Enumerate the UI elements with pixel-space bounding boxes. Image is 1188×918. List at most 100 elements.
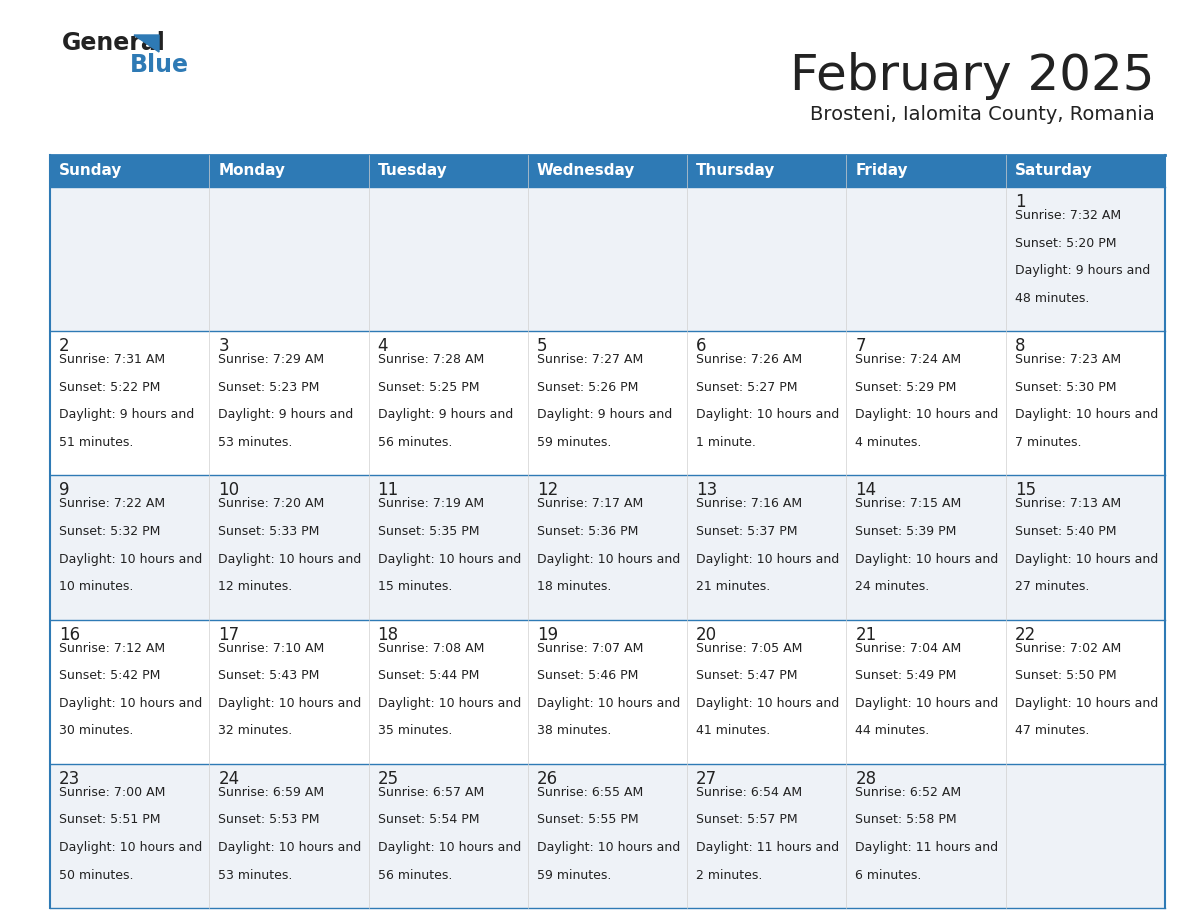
Text: Sunset: 5:54 PM: Sunset: 5:54 PM	[378, 813, 479, 826]
Text: Sunrise: 7:02 AM: Sunrise: 7:02 AM	[1015, 642, 1121, 655]
Bar	[527, 155, 687, 187]
Text: February 2025: February 2025	[790, 52, 1155, 100]
Bar	[527, 331, 687, 476]
Text: Sunrise: 6:54 AM: Sunrise: 6:54 AM	[696, 786, 802, 799]
Text: Sunrise: 6:57 AM: Sunrise: 6:57 AM	[378, 786, 484, 799]
Text: 56 minutes.: 56 minutes.	[378, 868, 451, 881]
Text: Sunset: 5:47 PM: Sunset: 5:47 PM	[696, 669, 797, 682]
Text: 41 minutes.: 41 minutes.	[696, 724, 770, 737]
Text: 2: 2	[59, 337, 70, 355]
Text: 7: 7	[855, 337, 866, 355]
Text: Sunset: 5:50 PM: Sunset: 5:50 PM	[1015, 669, 1117, 682]
Bar	[368, 764, 527, 908]
Text: Sunrise: 7:12 AM: Sunrise: 7:12 AM	[59, 642, 165, 655]
Text: 13: 13	[696, 481, 718, 499]
Bar	[1006, 764, 1165, 908]
Text: 18 minutes.: 18 minutes.	[537, 580, 612, 593]
Bar	[209, 187, 368, 331]
Text: 27: 27	[696, 770, 718, 788]
Bar	[527, 764, 687, 908]
Text: 15 minutes.: 15 minutes.	[378, 580, 451, 593]
Text: 28: 28	[855, 770, 877, 788]
Text: 6 minutes.: 6 minutes.	[855, 868, 922, 881]
Text: Brosteni, Ialomita County, Romania: Brosteni, Ialomita County, Romania	[810, 105, 1155, 124]
Text: Sunset: 5:22 PM: Sunset: 5:22 PM	[59, 381, 160, 394]
Bar	[1006, 155, 1165, 187]
Text: Sunrise: 7:26 AM: Sunrise: 7:26 AM	[696, 353, 802, 366]
Text: Daylight: 10 hours and: Daylight: 10 hours and	[696, 409, 840, 421]
Text: Daylight: 9 hours and: Daylight: 9 hours and	[59, 409, 195, 421]
Text: 24: 24	[219, 770, 240, 788]
Text: Sunset: 5:25 PM: Sunset: 5:25 PM	[378, 381, 479, 394]
Text: Sunday: Sunday	[59, 163, 122, 178]
Text: Sunrise: 7:08 AM: Sunrise: 7:08 AM	[378, 642, 484, 655]
Text: Sunrise: 6:55 AM: Sunrise: 6:55 AM	[537, 786, 643, 799]
Text: Daylight: 10 hours and: Daylight: 10 hours and	[855, 697, 999, 710]
Text: Sunrise: 7:00 AM: Sunrise: 7:00 AM	[59, 786, 165, 799]
Text: Daylight: 10 hours and: Daylight: 10 hours and	[696, 553, 840, 565]
Text: Sunset: 5:46 PM: Sunset: 5:46 PM	[537, 669, 638, 682]
Text: Sunset: 5:30 PM: Sunset: 5:30 PM	[1015, 381, 1117, 394]
Text: 4 minutes.: 4 minutes.	[855, 436, 922, 449]
Text: Daylight: 11 hours and: Daylight: 11 hours and	[696, 841, 839, 854]
Text: 18: 18	[378, 625, 399, 644]
Bar	[1006, 331, 1165, 476]
Text: Daylight: 10 hours and: Daylight: 10 hours and	[537, 697, 680, 710]
Text: Sunset: 5:27 PM: Sunset: 5:27 PM	[696, 381, 797, 394]
Text: Daylight: 10 hours and: Daylight: 10 hours and	[696, 697, 840, 710]
Text: 15: 15	[1015, 481, 1036, 499]
Bar	[1006, 620, 1165, 764]
Text: Saturday: Saturday	[1015, 163, 1093, 178]
Text: 16: 16	[59, 625, 80, 644]
Text: 53 minutes.: 53 minutes.	[219, 436, 292, 449]
Text: Sunrise: 6:59 AM: Sunrise: 6:59 AM	[219, 786, 324, 799]
Bar	[50, 764, 209, 908]
Bar	[846, 331, 1006, 476]
Text: Sunrise: 7:27 AM: Sunrise: 7:27 AM	[537, 353, 643, 366]
Text: 24 minutes.: 24 minutes.	[855, 580, 930, 593]
Text: 6: 6	[696, 337, 707, 355]
Text: Sunset: 5:58 PM: Sunset: 5:58 PM	[855, 813, 958, 826]
Text: 11: 11	[378, 481, 399, 499]
Text: 19: 19	[537, 625, 558, 644]
Text: 7 minutes.: 7 minutes.	[1015, 436, 1081, 449]
Text: Sunrise: 7:20 AM: Sunrise: 7:20 AM	[219, 498, 324, 510]
Text: 47 minutes.: 47 minutes.	[1015, 724, 1089, 737]
Text: Sunrise: 7:07 AM: Sunrise: 7:07 AM	[537, 642, 643, 655]
Bar	[1006, 476, 1165, 620]
Text: Thursday: Thursday	[696, 163, 776, 178]
Text: Sunset: 5:42 PM: Sunset: 5:42 PM	[59, 669, 160, 682]
Text: 1 minute.: 1 minute.	[696, 436, 756, 449]
Bar	[527, 187, 687, 331]
Text: Sunset: 5:55 PM: Sunset: 5:55 PM	[537, 813, 638, 826]
Text: Sunset: 5:44 PM: Sunset: 5:44 PM	[378, 669, 479, 682]
Text: Daylight: 11 hours and: Daylight: 11 hours and	[855, 841, 999, 854]
Text: Daylight: 10 hours and: Daylight: 10 hours and	[855, 409, 999, 421]
Bar	[687, 764, 846, 908]
Text: Daylight: 10 hours and: Daylight: 10 hours and	[537, 553, 680, 565]
Bar	[209, 476, 368, 620]
Text: Sunset: 5:40 PM: Sunset: 5:40 PM	[1015, 525, 1117, 538]
Text: Daylight: 10 hours and: Daylight: 10 hours and	[1015, 553, 1158, 565]
Bar	[209, 764, 368, 908]
Text: 4: 4	[378, 337, 388, 355]
Text: 12: 12	[537, 481, 558, 499]
Text: 5: 5	[537, 337, 548, 355]
Text: Sunrise: 7:23 AM: Sunrise: 7:23 AM	[1015, 353, 1120, 366]
Text: 48 minutes.: 48 minutes.	[1015, 292, 1089, 305]
Text: 14: 14	[855, 481, 877, 499]
Text: Sunset: 5:43 PM: Sunset: 5:43 PM	[219, 669, 320, 682]
Text: Sunrise: 7:05 AM: Sunrise: 7:05 AM	[696, 642, 803, 655]
Text: Daylight: 10 hours and: Daylight: 10 hours and	[537, 841, 680, 854]
Text: Sunset: 5:51 PM: Sunset: 5:51 PM	[59, 813, 160, 826]
Bar	[368, 620, 527, 764]
Bar	[368, 155, 527, 187]
Text: 59 minutes.: 59 minutes.	[537, 868, 612, 881]
Text: Daylight: 10 hours and: Daylight: 10 hours and	[1015, 697, 1158, 710]
Text: 23: 23	[59, 770, 81, 788]
Text: Sunrise: 7:29 AM: Sunrise: 7:29 AM	[219, 353, 324, 366]
Text: Sunrise: 7:32 AM: Sunrise: 7:32 AM	[1015, 209, 1120, 222]
Bar	[50, 331, 209, 476]
Text: 9: 9	[59, 481, 70, 499]
Bar	[209, 620, 368, 764]
